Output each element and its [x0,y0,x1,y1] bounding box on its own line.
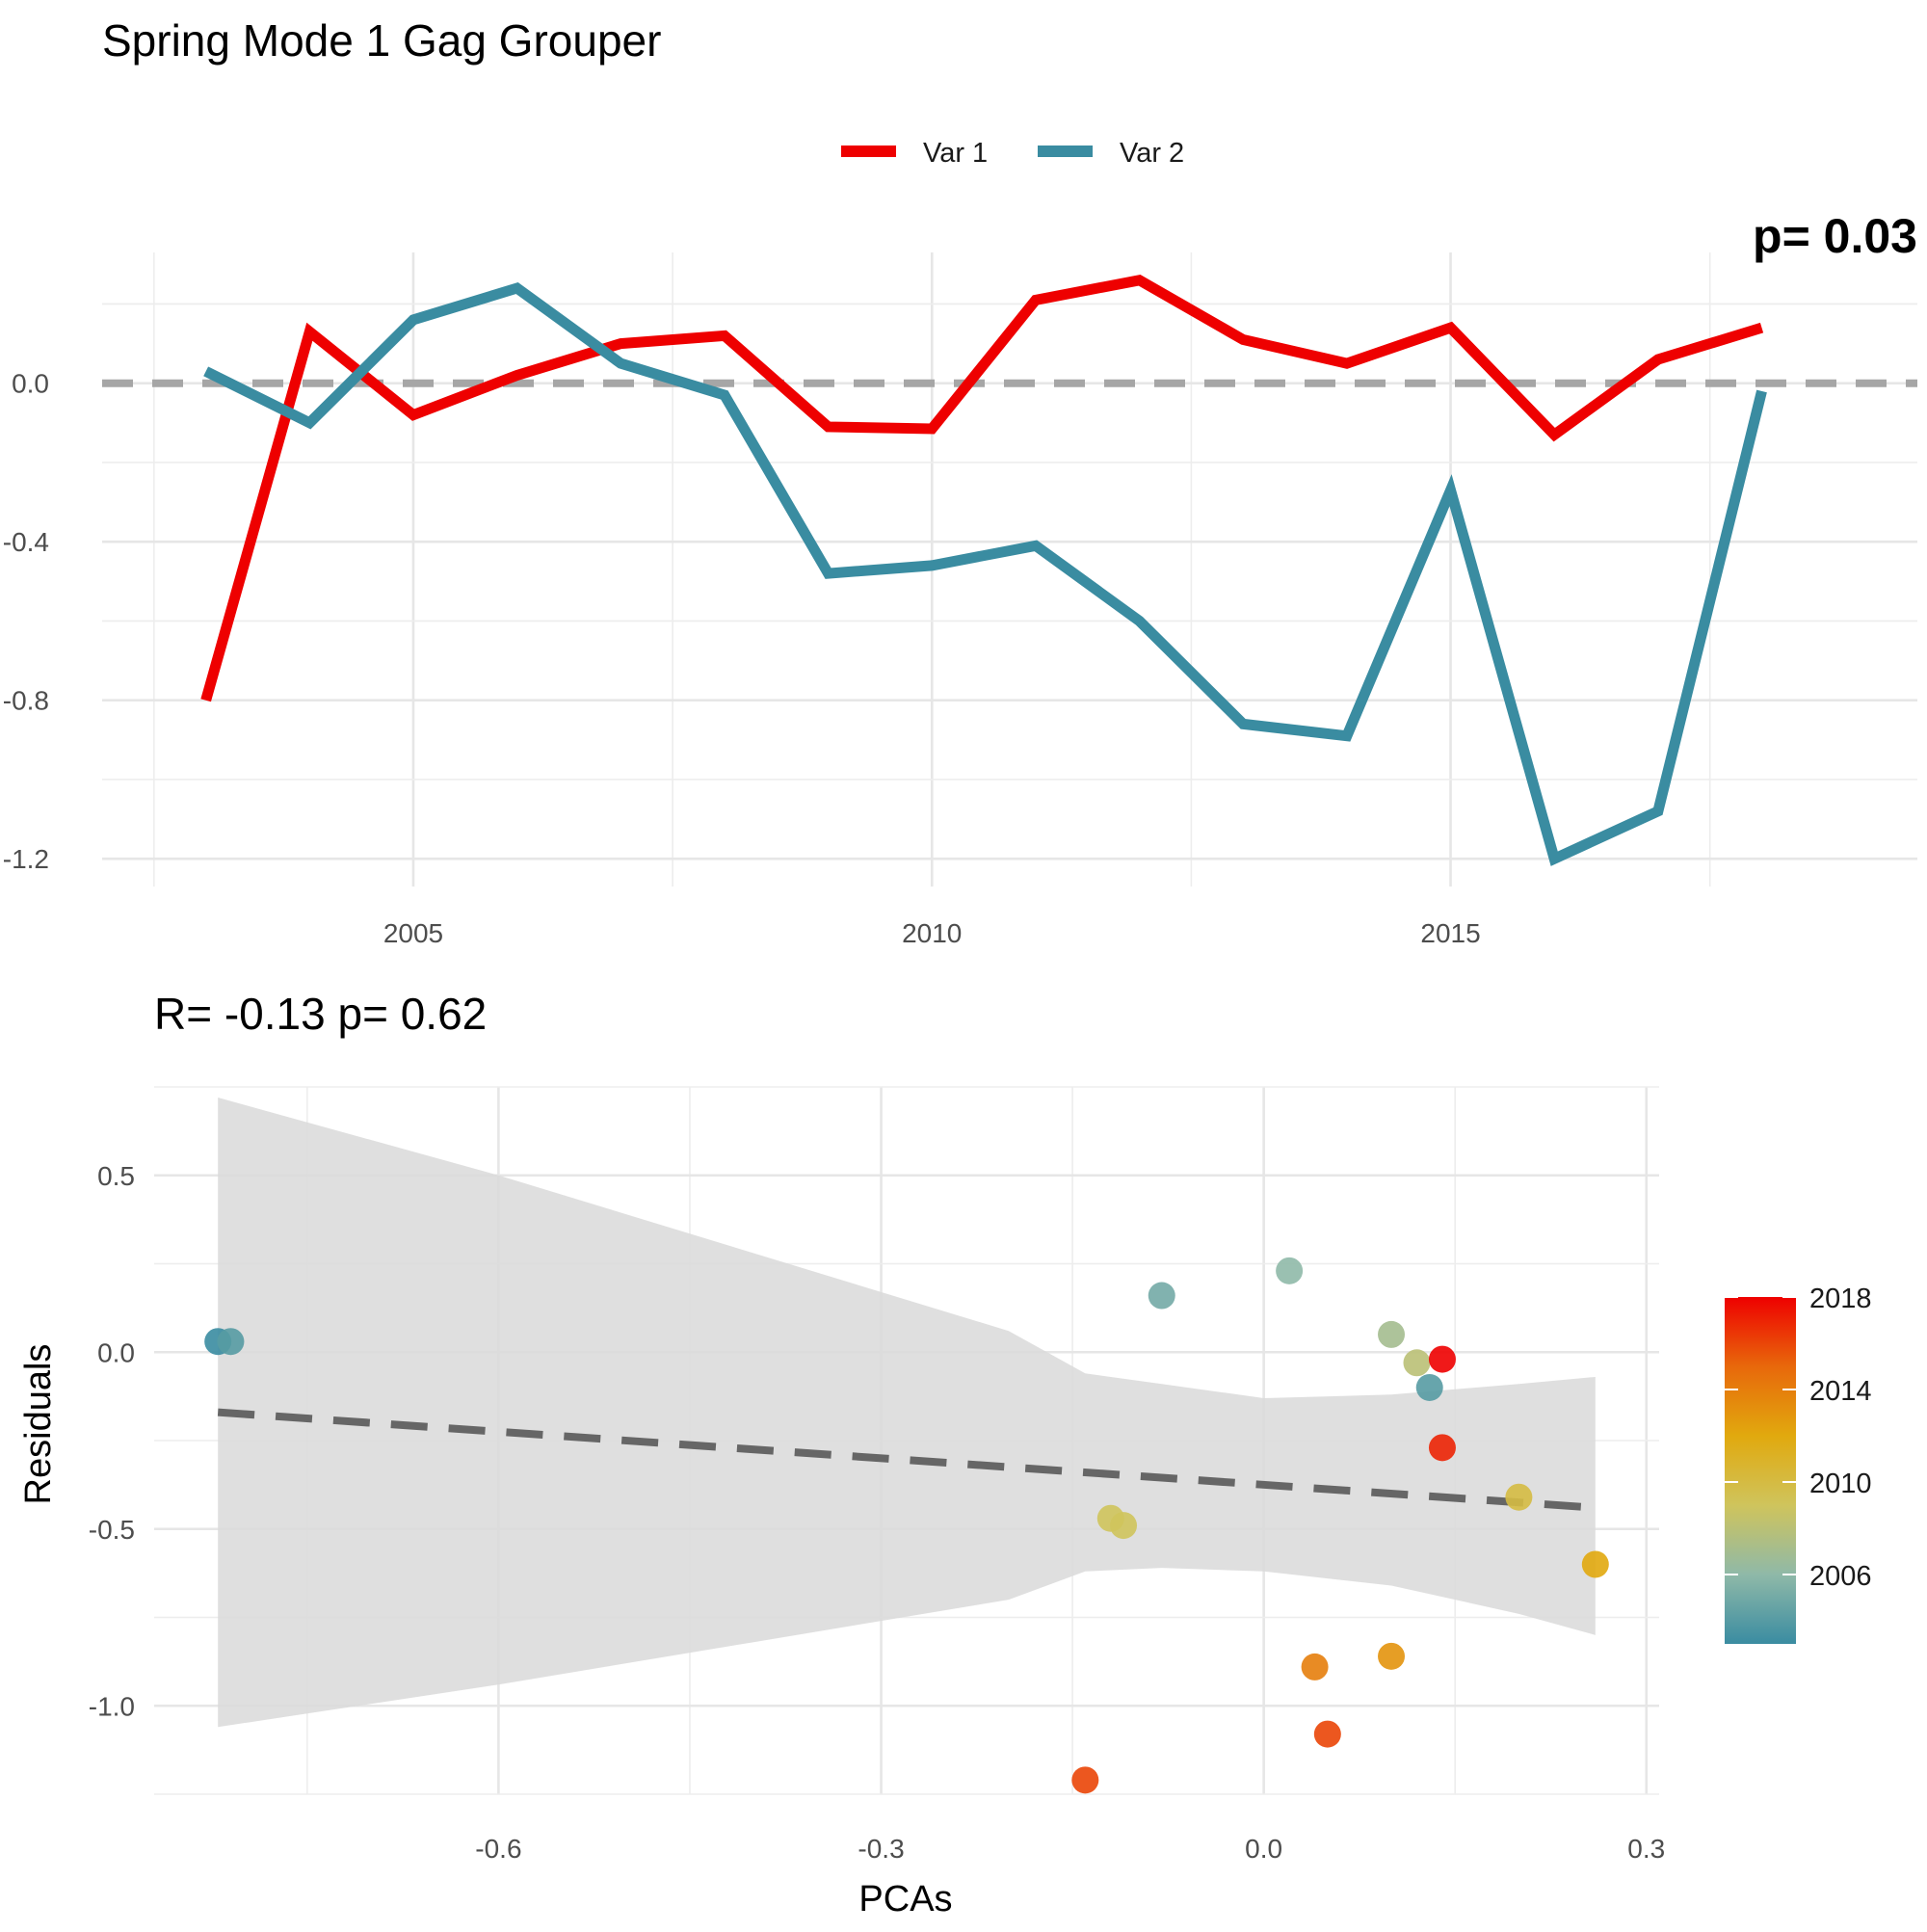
bottom-x-axis-label: PCAs [858,1879,952,1919]
top-legend: Var 1 Var 2 [841,138,1184,169]
legend-label-var1: Var 1 [923,138,988,169]
colorbar-ticks: 2006 2010 2014 2018 [1725,1284,1872,1592]
series-line-var2 [203,281,1767,866]
top-y-tick-labels: -1.2 -0.8 -0.4 0.0 [3,369,49,875]
top-chart-title: Spring Mode 1 Gag Grouper [102,15,661,66]
top-x-tick-label: 2010 [902,918,962,948]
scatter-point [1403,1349,1431,1377]
scatter-point [1415,1373,1443,1401]
confidence-band [218,1098,1596,1728]
top-y-tick-label: -0.4 [3,527,49,557]
bottom-y-axis-label: Residuals [18,1344,59,1505]
top-y-tick-label: -0.8 [3,686,49,716]
scatter-point [1148,1282,1175,1310]
bottom-x-tick-label: -0.6 [475,1834,521,1864]
bottom-y-tick-label: 0.0 [97,1337,135,1367]
scatter-point [1378,1320,1406,1348]
legend-label-var2: Var 2 [1120,138,1184,169]
scatter-point [1378,1642,1406,1670]
bottom-y-tick-labels: -1.0 -0.5 0.0 0.5 [89,1161,135,1722]
top-x-tick-labels: 2005 2010 2015 [383,918,1481,948]
bottom-x-tick-label: 0.0 [1245,1834,1282,1864]
bottom-chart-title: R= -0.13 p= 0.62 [154,989,487,1039]
colorbar-tick-label: 2006 [1809,1561,1872,1592]
top-plot-panel: p= 0.03 -1.2 -0.8 -0.4 0.0 2005 2010 2015 [3,209,1917,948]
top-y-tick-label: -1.2 [3,844,49,874]
colorbar-tick-label: 2010 [1809,1469,1872,1499]
bottom-y-tick-label: 0.5 [97,1161,135,1191]
scatter-point [1313,1720,1341,1748]
colorbar-gradient [1725,1297,1796,1644]
bottom-y-tick-label: -1.0 [89,1691,135,1721]
bottom-x-tick-label: -0.3 [858,1834,904,1864]
scatter-point [1505,1483,1533,1511]
scatter-point [217,1328,245,1356]
scatter-point [1276,1257,1304,1284]
top-partial-annotation: p= 0.03 [1753,209,1917,263]
scatter-point [1428,1345,1456,1373]
bottom-plot-panel: -1.0 -0.5 0.0 0.5 -0.6 -0.3 0.0 0.3 PCAs Resid… [18,1086,1665,1919]
top-x-tick-label: 2005 [383,918,443,948]
series-line-var1 [200,275,1764,702]
colorbar-tick-label: 2014 [1809,1376,1872,1407]
scatter-point [1581,1550,1609,1578]
scatter-point [1071,1766,1099,1794]
scatter-points [204,1257,1609,1794]
bottom-x-tick-labels: -0.6 -0.3 0.0 0.3 [475,1834,1665,1864]
bottom-y-tick-label: -0.5 [89,1515,135,1545]
top-y-tick-label: 0.0 [12,369,49,399]
top-x-tick-label: 2015 [1420,918,1480,948]
top-series-lines [200,275,1767,866]
colorbar-tick-label: 2018 [1809,1284,1872,1314]
scatter-point [1428,1434,1456,1462]
bottom-x-tick-label: 0.3 [1627,1834,1665,1864]
scatter-point [1301,1653,1329,1681]
scatter-point [1096,1504,1124,1532]
colorbar-legend: 2006 2010 2014 2018 [1725,1284,1872,1644]
